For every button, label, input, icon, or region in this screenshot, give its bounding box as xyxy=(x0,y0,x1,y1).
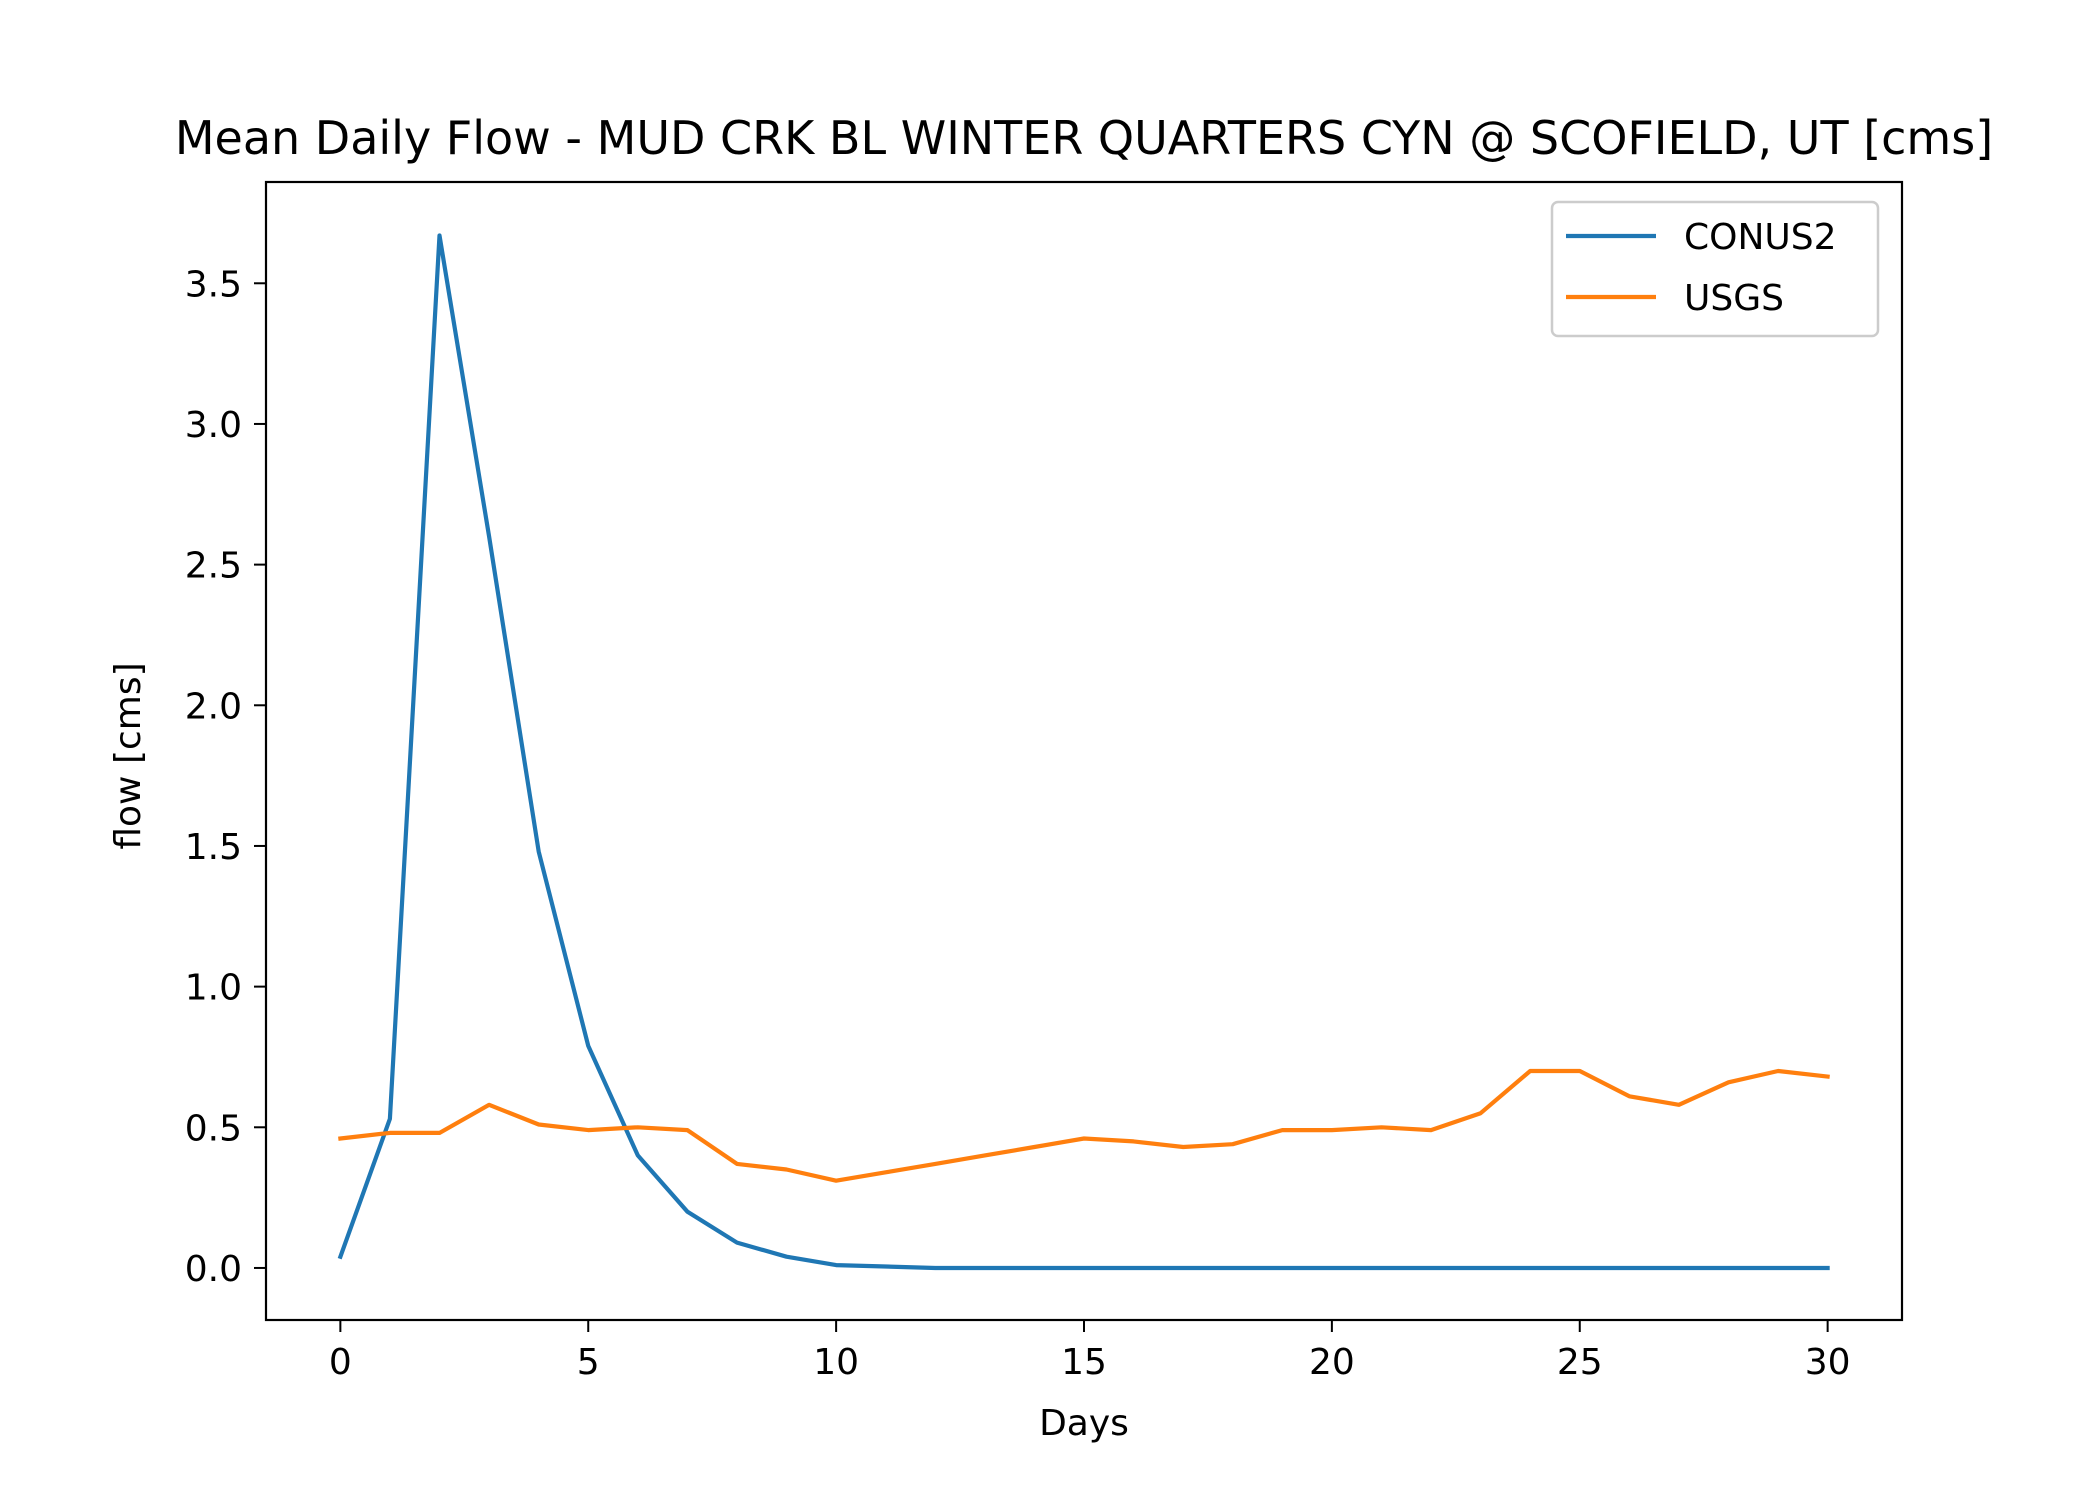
x-axis-label: Days xyxy=(1039,1403,1129,1444)
y-tick-label: 0.5 xyxy=(185,1108,242,1149)
legend: CONUS2 USGS xyxy=(1550,200,1880,338)
y-tick-label: 1.0 xyxy=(185,968,242,1009)
x-tick-label: 10 xyxy=(813,1342,859,1383)
y-tick-label: 1.5 xyxy=(185,827,242,868)
x-tick-label: 15 xyxy=(1061,1342,1107,1383)
y-tick-label: 3.5 xyxy=(185,264,242,305)
series-line-conus2 xyxy=(337,233,1830,1271)
legend-label-conus2: CONUS2 xyxy=(1684,217,1837,258)
y-tick-label: 0.0 xyxy=(185,1249,242,1290)
x-tick-label: 30 xyxy=(1805,1342,1851,1383)
x-tick-label: 0 xyxy=(329,1342,352,1383)
x-tick-label: 20 xyxy=(1309,1342,1355,1383)
series-line-usgs xyxy=(338,1068,1830,1183)
y-axis-label: flow [cms] xyxy=(108,662,149,849)
chart-title: Mean Daily Flow - MUD CRK BL WINTER QUAR… xyxy=(175,111,1993,165)
y-tick-label: 2.5 xyxy=(185,546,242,587)
y-tick-label: 2.0 xyxy=(185,686,242,727)
plot-area: 0 5 10 15 20 25 30 0.0 0.5 1.0 1.5 2.0 2.5 3.0 3.5 xyxy=(185,180,1904,1383)
x-tick-label: 25 xyxy=(1557,1342,1603,1383)
y-tick-label: 3.0 xyxy=(185,405,242,446)
x-tick-label: 5 xyxy=(577,1342,600,1383)
legend-label-usgs: USGS xyxy=(1684,278,1784,319)
